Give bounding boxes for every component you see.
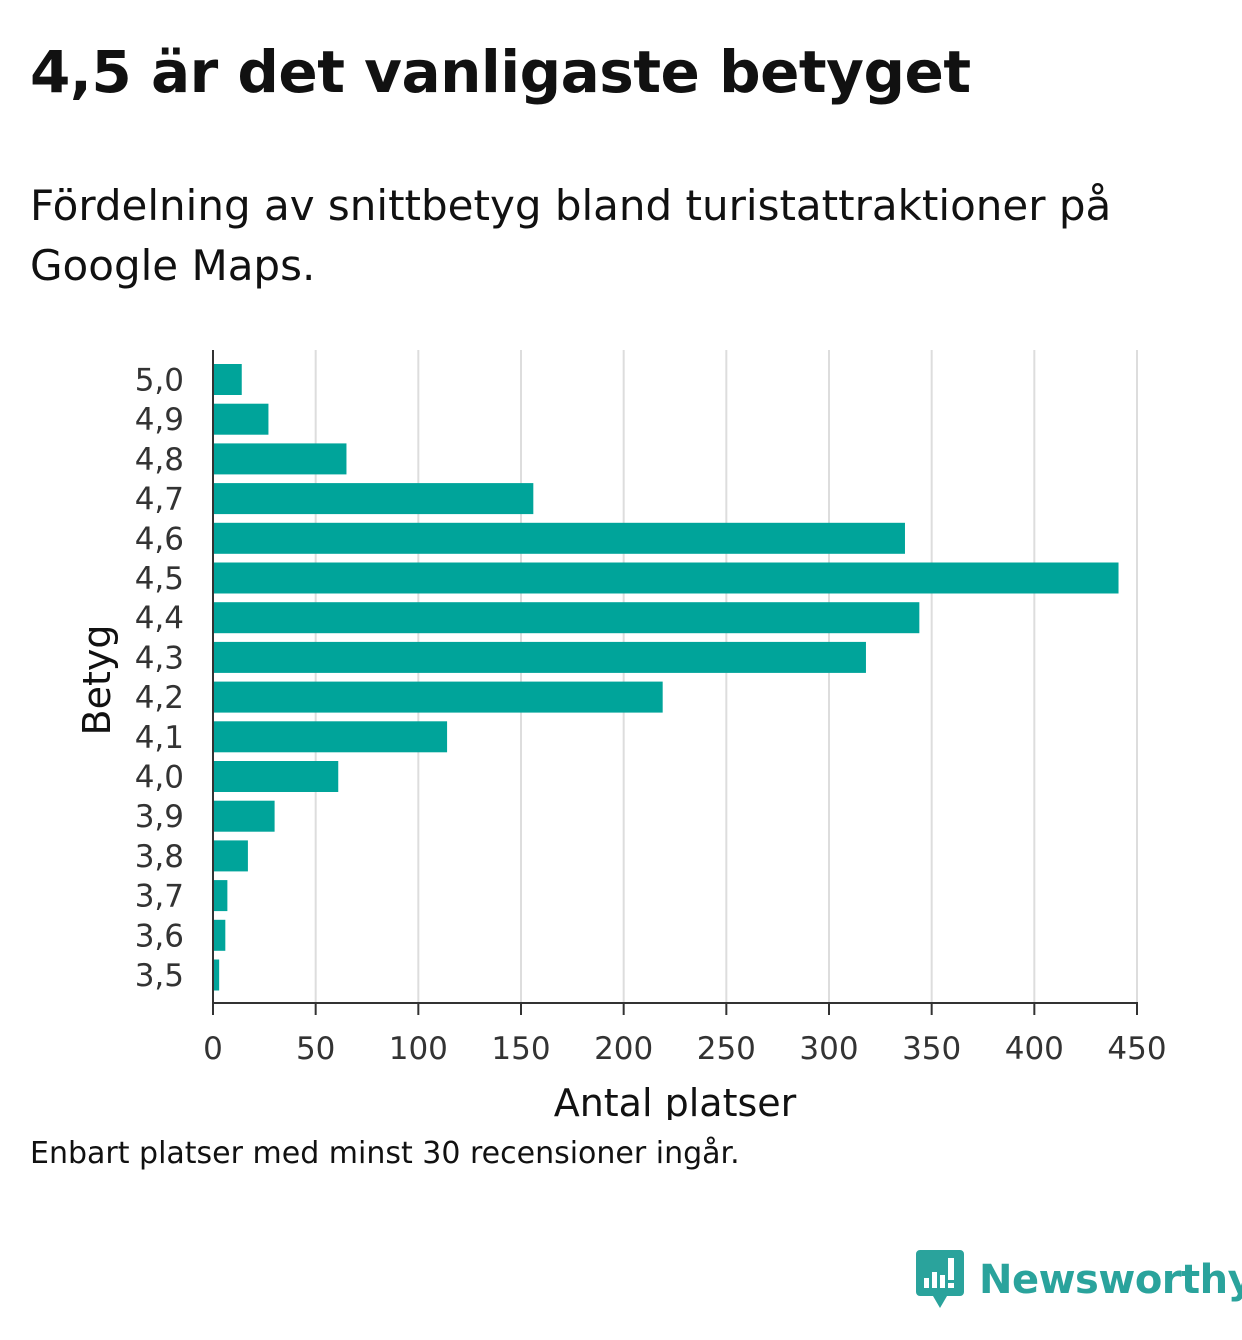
y-tick-label: 3,6 — [135, 918, 184, 954]
y-tick-label: 3,8 — [135, 839, 184, 875]
x-axis-title: Antal platser — [554, 1081, 797, 1120]
bars — [214, 364, 1119, 991]
newsworthy-logo-icon — [916, 1250, 964, 1308]
y-tick-label: 4,4 — [135, 601, 184, 637]
x-tick-label: 250 — [697, 1031, 756, 1067]
bar — [214, 681, 663, 713]
bar — [214, 562, 1119, 594]
x-tick-label: 0 — [203, 1031, 223, 1067]
chart-subtitle: Fördelning av snittbetyg bland turistatt… — [30, 181, 1112, 290]
y-tick-label: 4,3 — [135, 640, 184, 676]
bar — [214, 721, 448, 753]
brand-logo: Newsworthy — [915, 1248, 1242, 1312]
y-tick-label: 4,9 — [135, 402, 184, 438]
x-tick-label: 200 — [594, 1031, 653, 1067]
bar-chart: 0 50 100 150 200 250 300 350 400 450 5,04,9 4,8 4,7… — [75, 350, 1167, 1120]
y-tick-label: 5,0 — [135, 363, 184, 399]
bar — [214, 919, 226, 951]
y-tick-label: 4,5 — [135, 561, 184, 597]
bar — [214, 840, 248, 872]
bar — [214, 522, 905, 554]
axes — [212, 350, 1138, 1015]
y-tick-label: 4,7 — [135, 482, 184, 518]
bar — [214, 364, 242, 395]
y-tick-labels: 5,04,9 4,8 4,74,6 4,5 4,44,3 4,2 4,1 4,03,9 3,8 3… — [135, 363, 184, 995]
y-axis-title: Betyg — [75, 625, 119, 736]
bar — [214, 641, 866, 673]
y-tick-label: 4,2 — [135, 680, 184, 716]
y-tick-label: 3,9 — [135, 799, 184, 835]
bar — [214, 483, 534, 515]
x-tick-labels: 0 50 100 150 200 250 300 350 400 450 — [203, 1031, 1166, 1067]
x-tick-label: 150 — [491, 1031, 550, 1067]
y-tick-label: 4,0 — [135, 760, 184, 796]
x-tick-label: 300 — [799, 1031, 858, 1067]
x-tick-label: 50 — [296, 1031, 335, 1067]
bar — [214, 959, 220, 991]
x-tick-label: 100 — [389, 1031, 448, 1067]
bar — [214, 443, 347, 475]
footnote: Enbart platser med minst 30 recensioner … — [30, 1136, 740, 1171]
x-tick-label: 450 — [1107, 1031, 1166, 1067]
x-tick-label: 350 — [902, 1031, 961, 1067]
bar — [214, 602, 920, 634]
bar — [214, 761, 339, 792]
y-tick-label: 3,5 — [135, 958, 184, 994]
bar — [214, 880, 228, 912]
y-tick-label: 3,7 — [135, 879, 184, 915]
bar — [214, 800, 275, 832]
bar — [214, 403, 269, 435]
y-tick-label: 4,1 — [135, 720, 184, 756]
brand-name: Newsworthy — [979, 1257, 1242, 1303]
x-tick-label: 400 — [1005, 1031, 1064, 1067]
gridlines — [314, 350, 1138, 1003]
chart-title: 4,5 är det vanligaste betyget — [30, 38, 971, 106]
y-tick-label: 4,6 — [135, 521, 184, 557]
y-tick-label: 4,8 — [135, 442, 184, 478]
